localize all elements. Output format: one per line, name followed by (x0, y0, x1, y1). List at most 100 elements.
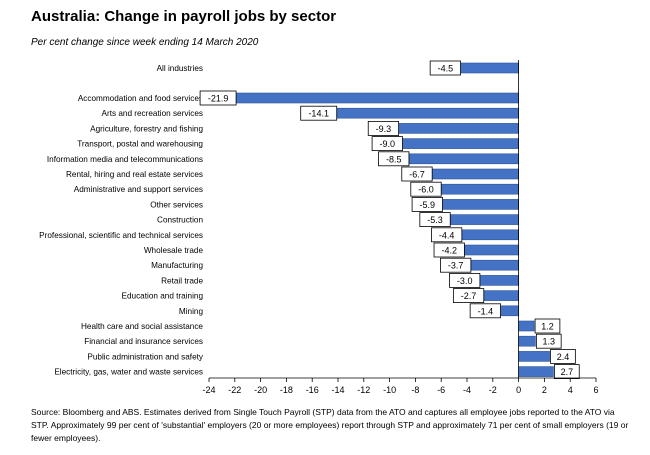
category-label: All industries (157, 64, 203, 73)
x-tick-label: 4 (568, 385, 573, 395)
data-label: -9.3 (376, 124, 392, 134)
data-label-box (419, 212, 451, 228)
bar (518, 351, 550, 362)
data-label: 2.4 (557, 352, 570, 362)
bar (460, 62, 519, 74)
category-label: Electricity, gas, water and waste servic… (54, 368, 203, 377)
x-tick-label: -8 (411, 385, 419, 395)
bar-chart: All industries -4.5 Accommodation and food… (39, 60, 599, 395)
x-tick-label: 2 (542, 385, 547, 395)
data-label: -9.0 (380, 139, 396, 149)
category-label: Education and training (122, 292, 204, 301)
category-label: Financial and insurance services (84, 337, 203, 346)
x-tick-label: 0 (516, 385, 521, 395)
data-label: -2.7 (461, 291, 477, 301)
category-label: Transport, postal and warehousing (77, 140, 203, 149)
category-label: Retail trade (161, 276, 203, 285)
bar (408, 153, 519, 165)
bar (235, 92, 519, 104)
x-tick-label: -10 (383, 385, 396, 395)
x-tick-label: -6 (437, 385, 445, 395)
bar (483, 290, 519, 301)
data-label-box (440, 257, 472, 273)
bar (449, 214, 519, 225)
bar (479, 275, 519, 286)
data-label-box (411, 196, 443, 212)
data-label: -4.2 (441, 246, 457, 256)
x-tick-label: -14 (331, 385, 344, 395)
data-label-box (535, 333, 562, 349)
x-tick-label: -20 (254, 385, 267, 395)
category-label: Public administration and safety (87, 352, 204, 361)
data-label: -6.0 (418, 185, 434, 195)
category-label: Professional, scientific and technical s… (39, 231, 203, 240)
category-label: Manufacturing (151, 261, 203, 270)
data-label-box (429, 60, 461, 76)
category-label: Agriculture, forestry and fishing (90, 124, 203, 133)
data-label-box (452, 288, 485, 304)
bar (398, 123, 519, 134)
data-label: -5.9 (420, 200, 436, 210)
data-label-box (550, 348, 576, 364)
data-label-box (371, 136, 403, 152)
data-label: -14.1 (308, 109, 329, 119)
data-label: -6.7 (409, 170, 425, 180)
data-label: -3.0 (457, 276, 473, 286)
bar (500, 305, 519, 317)
bar (518, 366, 554, 377)
category-label: Arts and recreation services (102, 109, 203, 118)
source-note: Source: Bloomberg and ABS. Estimates der… (31, 407, 629, 443)
data-label-box (410, 181, 442, 197)
data-label-box (449, 272, 481, 288)
category-label: Information media and telecommunications (47, 155, 203, 164)
bar (336, 107, 519, 119)
x-tick-label: 6 (593, 385, 598, 395)
data-label-box (433, 242, 465, 258)
data-label-box (534, 318, 561, 334)
data-label: -21.9 (208, 94, 229, 104)
data-label: -5.3 (427, 215, 443, 225)
data-label: -1.4 (478, 306, 494, 316)
x-tick-label: -2 (489, 385, 497, 395)
category-label: Mining (179, 307, 204, 316)
bar (442, 199, 519, 210)
bar (431, 168, 519, 180)
category-label: Rental, hiring and real estate services (66, 170, 203, 179)
category-label: Other services (150, 200, 203, 209)
bar (461, 229, 519, 241)
chart-title: Australia: Change in payroll jobs by sec… (31, 8, 337, 25)
data-label: 1.2 (541, 322, 554, 332)
x-tick-label: -12 (357, 385, 370, 395)
bar (518, 320, 535, 332)
data-label: -3.7 (448, 261, 464, 271)
data-label-box (469, 303, 501, 319)
data-label: -4.4 (439, 230, 455, 240)
data-label-box (199, 90, 237, 106)
bar (464, 244, 519, 256)
category-label: Administrative and support services (74, 185, 203, 194)
data-label: 2.7 (561, 367, 574, 377)
x-tick-label: -18 (280, 385, 293, 395)
data-label-box (554, 364, 580, 380)
bar (518, 335, 536, 347)
data-label: -8.5 (386, 154, 402, 164)
bar (470, 259, 519, 271)
bar (440, 183, 519, 195)
data-label-box (300, 105, 338, 121)
data-label-box (378, 151, 410, 167)
chart-subtitle: Per cent change since week ending 14 Mar… (31, 37, 259, 48)
bar (402, 138, 519, 149)
category-label: Wholesale trade (144, 246, 204, 255)
data-label-box (431, 227, 463, 243)
x-tick-label: -4 (463, 385, 471, 395)
category-label: Health care and social assistance (81, 322, 203, 331)
category-label: Construction (157, 216, 203, 225)
x-tick-label: -22 (228, 385, 241, 395)
data-label-box (401, 166, 433, 182)
data-label: 1.3 (543, 337, 556, 347)
x-tick-label: -16 (306, 385, 319, 395)
data-label-box (367, 121, 400, 136)
data-label: -4.5 (438, 64, 454, 74)
category-label: Accommodation and food services (78, 94, 203, 103)
x-tick-label: -24 (202, 385, 215, 395)
